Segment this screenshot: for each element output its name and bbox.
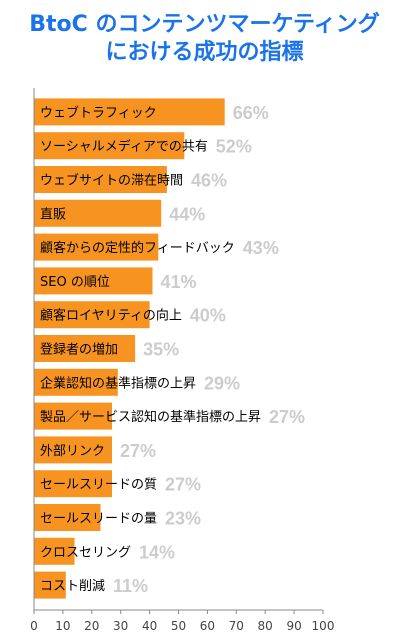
value-label: 35%: [143, 340, 179, 360]
bar: [34, 537, 75, 565]
value-label: 40%: [190, 306, 226, 326]
category-label: セールスリードの量: [40, 512, 157, 527]
bar: [34, 301, 150, 329]
chart-title-line-2: における成功の指標: [105, 40, 304, 65]
x-tick-label: 20: [84, 619, 99, 633]
x-tick-label: 70: [229, 619, 244, 633]
bar: [34, 436, 112, 464]
category-label: クロスセリング: [40, 545, 131, 560]
category-label: 製品／サービス認知の基準指標の上昇: [40, 409, 261, 425]
category-label: ウェブサイトの滞在時間: [40, 173, 183, 189]
bar: [34, 402, 112, 430]
category-label: SEO の順位: [40, 275, 110, 290]
bar: [34, 166, 167, 193]
x-tick-label: 50: [171, 619, 186, 633]
value-label: 14%: [139, 542, 175, 562]
category-label: ソーシャルメディアでの共有: [40, 139, 208, 155]
category-label: 外部リンク: [40, 444, 105, 459]
x-tick-label: 0: [30, 619, 38, 633]
x-tick-label: 80: [258, 619, 273, 633]
bar: [34, 267, 153, 295]
x-tick-label: 10: [55, 619, 70, 633]
x-tick-label: 60: [200, 619, 215, 633]
category-label: 顧客からの定性的フィードバック: [40, 240, 235, 256]
chart-title-line-1: BtoC のコンテンツマーケティング: [29, 12, 380, 37]
value-label: 11%: [113, 576, 148, 596]
bar: [34, 199, 162, 227]
category-label: セールスリードの質: [40, 478, 157, 493]
bar: [34, 571, 66, 599]
x-tick-label: 100: [312, 619, 335, 633]
value-label: 44%: [169, 204, 205, 224]
value-label: 66%: [233, 103, 269, 123]
value-label: 46%: [191, 171, 227, 191]
x-tick-label: 40: [142, 619, 157, 633]
value-label: 27%: [269, 407, 305, 427]
value-label: 43%: [243, 238, 279, 258]
value-label: 23%: [165, 509, 201, 529]
category-label: コスト削減: [40, 578, 105, 594]
x-tick-label: 30: [113, 619, 128, 633]
category-label: ウェブトラフィック: [40, 105, 157, 121]
category-label: 企業認知の基準指標の上昇: [40, 375, 196, 391]
value-label: 52%: [216, 137, 252, 157]
bar: [34, 132, 185, 160]
bar: [34, 233, 159, 261]
value-label: 29%: [204, 373, 240, 393]
category-label: 登録者の増加: [40, 343, 118, 358]
category-label: 直販: [40, 207, 66, 222]
value-label: 27%: [120, 441, 156, 461]
bar: [34, 368, 118, 396]
category-label: 顧客ロイヤリティの向上: [40, 308, 182, 324]
bar: [34, 470, 112, 498]
bar: [34, 504, 101, 531]
value-label: 41%: [161, 272, 197, 292]
bar: [34, 335, 136, 362]
x-tick-label: 90: [286, 619, 301, 633]
bar: [34, 98, 225, 126]
value-label: 27%: [165, 475, 201, 495]
